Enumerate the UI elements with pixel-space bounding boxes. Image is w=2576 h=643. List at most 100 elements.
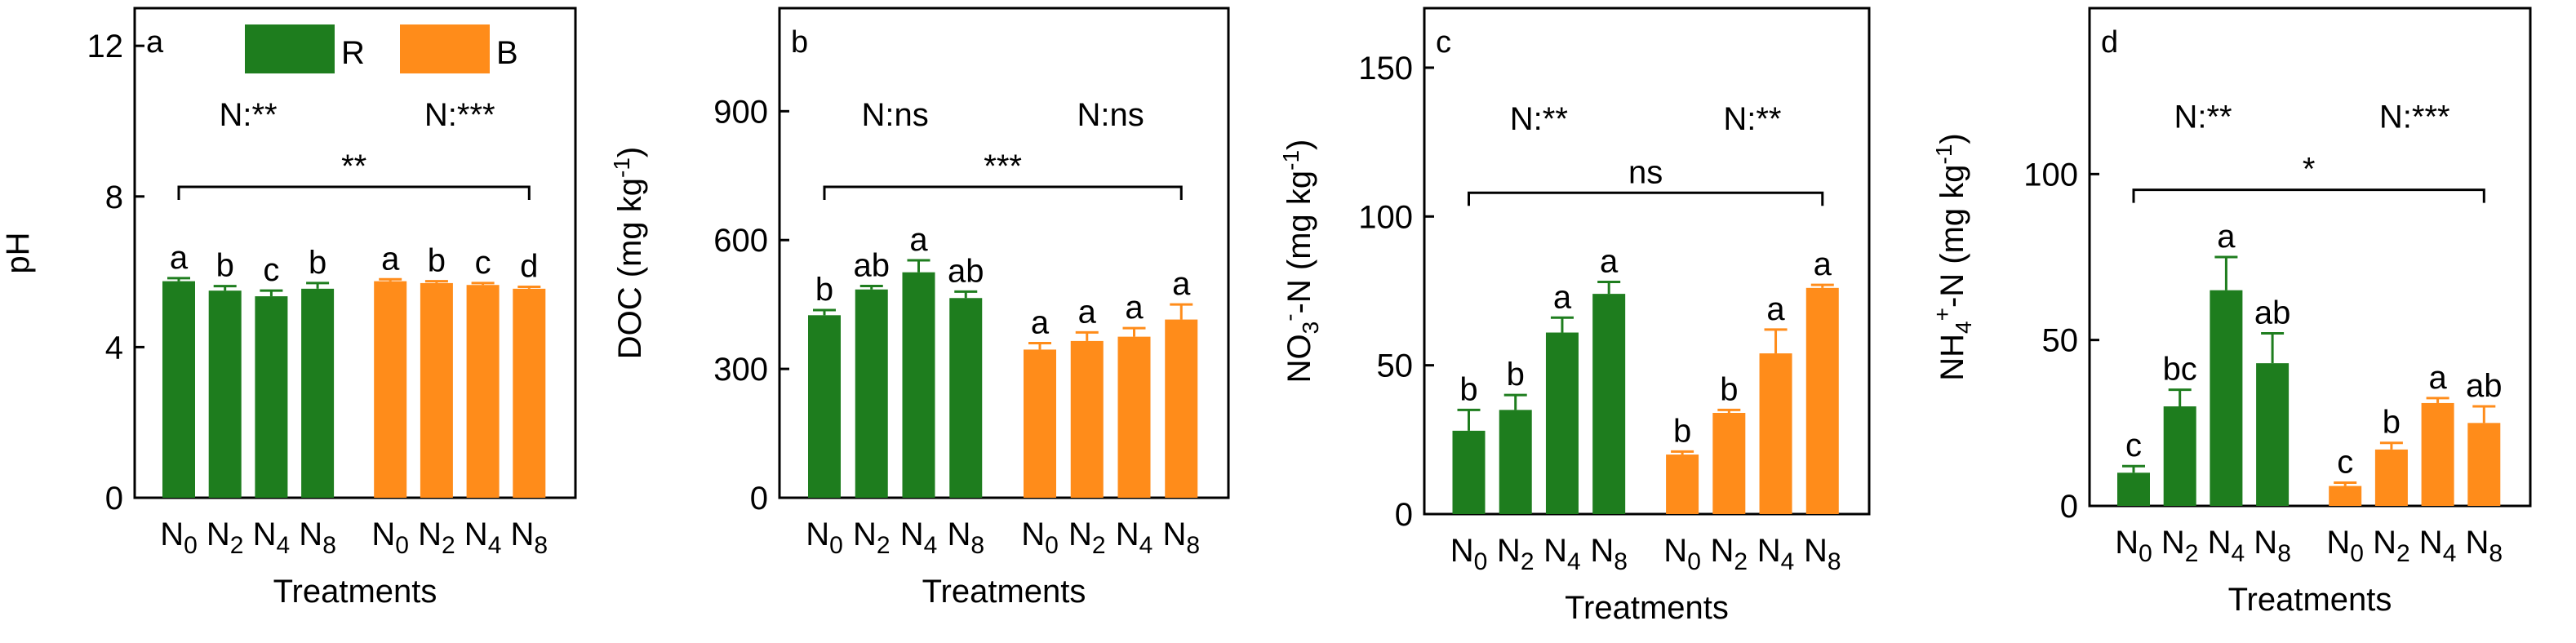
sig-letter: c: [2125, 428, 2142, 463]
x-tick-label: N4: [2208, 525, 2245, 567]
x-tick-label: N4: [1116, 517, 1153, 559]
sig-letter: ab: [2466, 368, 2503, 404]
sig-letter: a: [1031, 305, 1050, 341]
x-tick-label: N8: [511, 517, 549, 559]
y-tick-label: 0: [105, 481, 123, 517]
panel-letter: d: [2101, 25, 2118, 60]
x-tick-label: N4: [1543, 533, 1581, 575]
n-effect-label: N:**: [219, 97, 277, 133]
legend-swatch-B: [400, 24, 490, 73]
x-tick-label: N4: [253, 517, 291, 559]
y-tick-label: 300: [713, 352, 768, 388]
bar-R-N0: [2117, 472, 2150, 506]
x-tick-label: N0: [2115, 525, 2152, 567]
x-tick-label: N8: [1162, 517, 1200, 559]
x-tick-label: N2: [853, 517, 890, 559]
x-tick-label: N0: [806, 517, 843, 559]
y-tick-label: 4: [105, 330, 123, 366]
y-axis-title: NO3--N (mg kg-1): [1277, 140, 1323, 384]
bar-B-N0: [1666, 455, 1699, 514]
sig-letter: a: [1125, 290, 1144, 326]
sig-letter: d: [520, 249, 538, 285]
sig-letter: a: [381, 241, 400, 277]
panel-a: 0 4 8 12 pH a N0 b N2 c N4 b N8 a N0 b N2 c N4 d N8 Treatment…: [0, 7, 577, 610]
sig-letter: b: [428, 243, 446, 279]
y-axis-title: DOC (mg kg-1): [609, 147, 648, 359]
overall-significance: *: [2303, 152, 2316, 188]
bar-B-N0: [2329, 486, 2362, 506]
x-tick-label: N2: [1711, 533, 1748, 575]
bar-R-N0: [162, 281, 195, 498]
x-axis-title: Treatments: [273, 574, 437, 610]
sig-letter: a: [1172, 266, 1191, 302]
sig-letter: bc: [2163, 352, 2197, 388]
sig-letter: c: [475, 245, 491, 281]
y-tick-label: 600: [713, 223, 768, 259]
x-tick-label: N4: [1757, 533, 1795, 575]
x-tick-label: N2: [1068, 517, 1106, 559]
sig-letter: a: [1814, 246, 1832, 282]
panel-letter: c: [1436, 25, 1451, 60]
n-effect-label: N:**: [1510, 101, 1568, 137]
sig-letter: a: [170, 240, 189, 276]
n-effect-label: N:**: [1723, 101, 1781, 137]
bar-R-N4: [2210, 290, 2243, 506]
sig-letter: c: [263, 252, 279, 288]
n-effect-label: N:***: [424, 97, 495, 133]
x-tick-label: N4: [464, 517, 502, 559]
x-tick-label: N2: [418, 517, 455, 559]
y-axis-title: pH: [0, 232, 36, 273]
bar-B-N0: [1024, 349, 1056, 498]
sig-letter: b: [2383, 405, 2401, 441]
bar-B-N2: [420, 282, 453, 498]
plot-frame: [1423, 7, 1871, 516]
significance-bracket: [1468, 191, 1824, 206]
x-tick-label: N2: [1497, 533, 1534, 575]
x-tick-label: N0: [160, 517, 198, 559]
y-tick-label: 0: [1395, 497, 1413, 533]
n-effect-label: N:ns: [1077, 97, 1144, 133]
overall-significance: ns: [1628, 154, 1663, 190]
y-tick-label: 12: [87, 29, 124, 64]
x-tick-label: N8: [1590, 533, 1628, 575]
y-tick-label: 0: [750, 481, 768, 517]
sig-letter: c: [2337, 445, 2353, 481]
significance-bracket: [177, 185, 531, 200]
panel-letter: a: [146, 25, 164, 60]
plot-frame: [2088, 7, 2532, 508]
y-tick-label: 150: [1358, 51, 1413, 86]
plot-frame: [133, 7, 577, 499]
x-tick-label: N0: [1021, 517, 1059, 559]
bar-R-N2: [208, 290, 242, 498]
bar-R-N8: [301, 288, 335, 498]
n-effect-label: N:ns: [862, 97, 929, 133]
bar-R-N2: [2163, 406, 2196, 506]
bar-R-N0: [808, 315, 841, 498]
x-tick-label: N4: [900, 517, 938, 559]
sig-letter: b: [1459, 371, 1477, 407]
sig-letter: ab: [2254, 295, 2291, 331]
sig-letter: a: [2428, 360, 2447, 396]
panel-d: 0 50 100 NH4+-N (mg kg-1) c N0 bc N2 a N4 ab N8 c N0 b…: [1930, 7, 2532, 618]
y-tick-label: 100: [1358, 199, 1413, 235]
panel-letter: b: [791, 25, 808, 60]
bar-B-N8: [1165, 319, 1198, 498]
sig-letter: ab: [948, 253, 984, 289]
y-tick-label: 900: [713, 94, 768, 130]
x-tick-label: N8: [299, 517, 336, 559]
bar-B-N8: [2467, 423, 2501, 506]
bar-B-N4: [466, 285, 500, 498]
x-axis-title: Treatments: [2228, 582, 2392, 618]
n-effect-label: N:***: [2379, 99, 2450, 135]
x-tick-label: N2: [207, 517, 244, 559]
bar-R-N2: [855, 289, 888, 498]
overall-significance: **: [341, 149, 366, 184]
sig-letter: a: [2217, 219, 2236, 255]
bar-B-N8: [1805, 287, 1839, 514]
x-tick-label: N8: [1804, 533, 1841, 575]
x-tick-label: N2: [2161, 525, 2199, 567]
significance-bracket: [823, 185, 1183, 200]
bar-B-N2: [1712, 413, 1746, 514]
sig-letter: a: [1766, 291, 1785, 327]
y-tick-label: 50: [1377, 348, 1414, 384]
